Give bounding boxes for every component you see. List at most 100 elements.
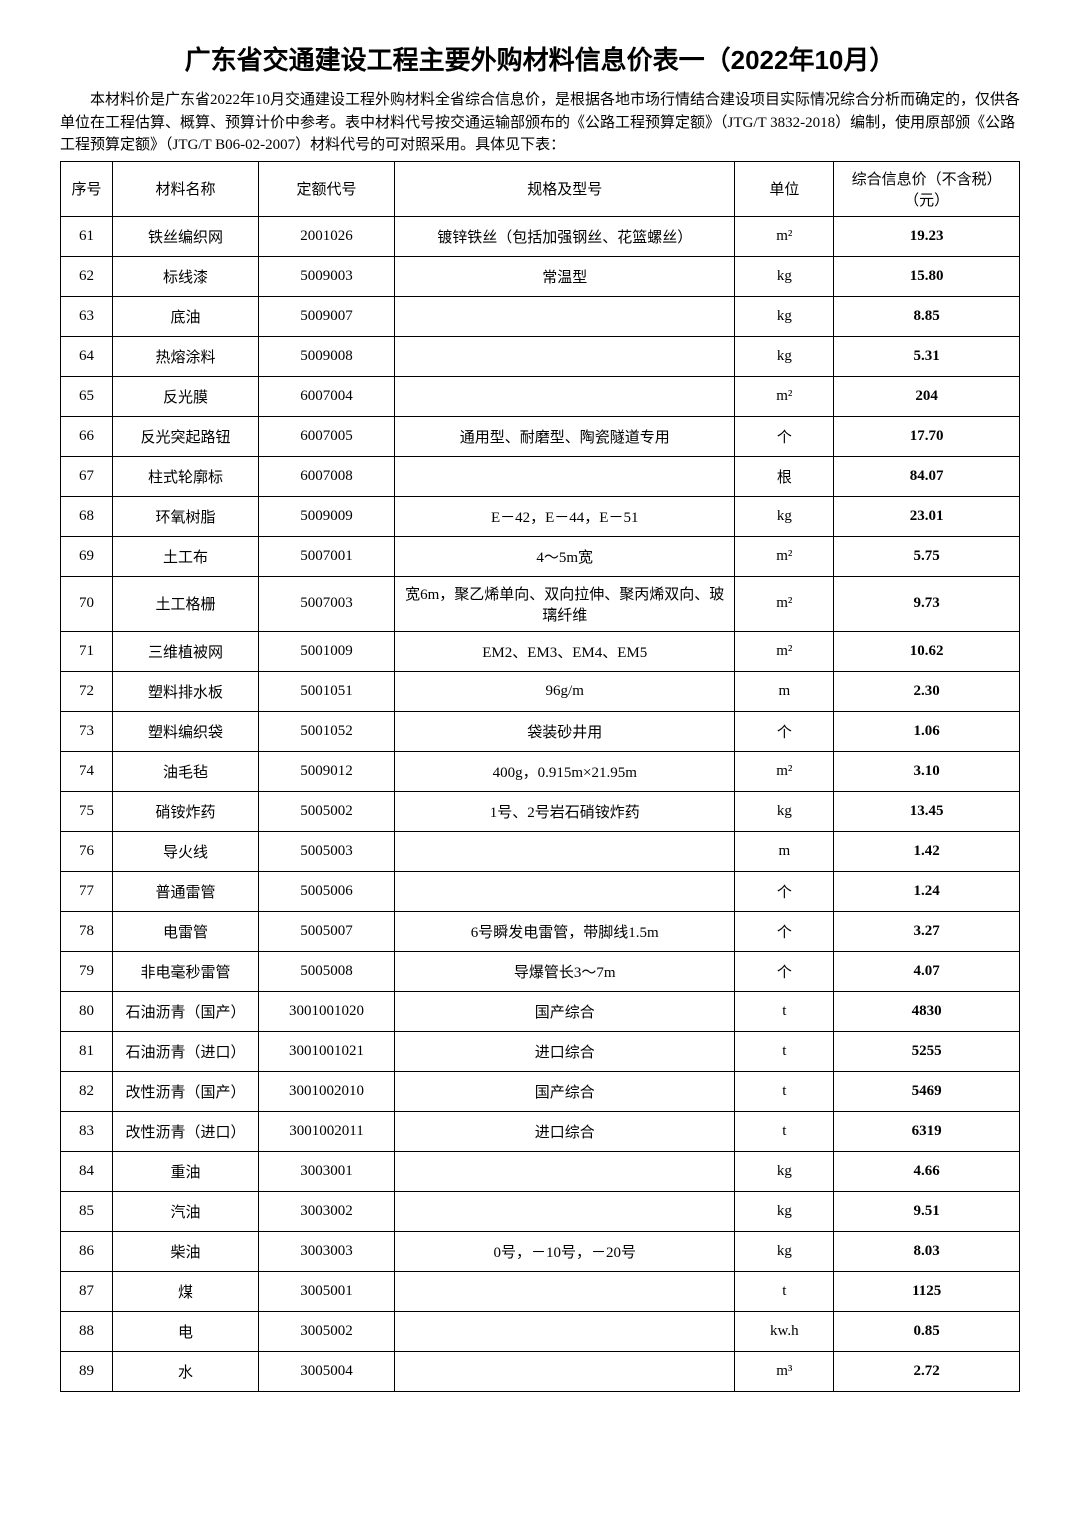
table-row: 74油毛毡5009012400g，0.915m×21.95mm²3.10: [61, 751, 1020, 791]
table-cell: [395, 871, 735, 911]
table-cell: 5005002: [258, 791, 394, 831]
table-cell: 5001009: [258, 631, 394, 671]
table-cell: 61: [61, 216, 113, 256]
table-cell: 油毛毡: [112, 751, 258, 791]
table-cell: m: [735, 831, 834, 871]
table-row: 65反光膜6007004m²204: [61, 376, 1020, 416]
table-cell: 5005006: [258, 871, 394, 911]
table-cell: [395, 336, 735, 376]
table-cell: kg: [735, 256, 834, 296]
table-cell: 5005007: [258, 911, 394, 951]
table-cell: 68: [61, 496, 113, 536]
table-cell: 85: [61, 1191, 113, 1231]
table-cell: [395, 831, 735, 871]
table-cell: [395, 376, 735, 416]
table-cell: 5009008: [258, 336, 394, 376]
table-cell: 柴油: [112, 1231, 258, 1271]
table-cell: 77: [61, 871, 113, 911]
table-cell: 标线漆: [112, 256, 258, 296]
table-cell: 89: [61, 1351, 113, 1391]
table-row: 70土工格栅5007003宽6m，聚乙烯单向、双向拉伸、聚丙烯双向、玻璃纤维m²…: [61, 576, 1020, 631]
table-cell: 硝铵炸药: [112, 791, 258, 831]
table-cell: 63: [61, 296, 113, 336]
table-cell: [395, 1151, 735, 1191]
col-header-code: 定额代号: [258, 161, 394, 216]
table-cell: t: [735, 991, 834, 1031]
table-cell: 2001026: [258, 216, 394, 256]
table-row: 79非电毫秒雷管5005008导爆管长3～7m个4.07: [61, 951, 1020, 991]
table-cell: 4.07: [834, 951, 1020, 991]
table-cell: m²: [735, 376, 834, 416]
table-cell: 5005003: [258, 831, 394, 871]
table-cell: kg: [735, 1151, 834, 1191]
table-row: 82改性沥青（国产）3001002010国产综合t5469: [61, 1071, 1020, 1111]
table-row: 83改性沥青（进口）3001002011进口综合t6319: [61, 1111, 1020, 1151]
table-cell: 3003002: [258, 1191, 394, 1231]
table-row: 88电3005002kw.h0.85: [61, 1311, 1020, 1351]
table-cell: 3001001020: [258, 991, 394, 1031]
table-cell: 6号瞬发电雷管，带脚线1.5m: [395, 911, 735, 951]
table-cell: 个: [735, 951, 834, 991]
table-cell: 进口综合: [395, 1031, 735, 1071]
table-cell: 5009007: [258, 296, 394, 336]
table-cell: 热熔涂料: [112, 336, 258, 376]
table-cell: 78: [61, 911, 113, 951]
table-cell: 15.80: [834, 256, 1020, 296]
table-cell: 反光突起路钮: [112, 416, 258, 456]
table-row: 85汽油3003002kg9.51: [61, 1191, 1020, 1231]
table-cell: 5.75: [834, 536, 1020, 576]
table-header-row: 序号 材料名称 定额代号 规格及型号 单位 综合信息价（不含税）（元）: [61, 161, 1020, 216]
table-cell: 8.85: [834, 296, 1020, 336]
table-cell: t: [735, 1271, 834, 1311]
table-cell: 62: [61, 256, 113, 296]
table-cell: 国产综合: [395, 1071, 735, 1111]
table-cell: 72: [61, 671, 113, 711]
table-cell: kg: [735, 496, 834, 536]
table-cell: 3001001021: [258, 1031, 394, 1071]
table-cell: 宽6m，聚乙烯单向、双向拉伸、聚丙烯双向、玻璃纤维: [395, 576, 735, 631]
col-header-seq: 序号: [61, 161, 113, 216]
table-cell: 水: [112, 1351, 258, 1391]
table-cell: 3.10: [834, 751, 1020, 791]
table-cell: 80: [61, 991, 113, 1031]
table-cell: 83: [61, 1111, 113, 1151]
table-cell: 8.03: [834, 1231, 1020, 1271]
table-cell: 3001002011: [258, 1111, 394, 1151]
table-cell: m²: [735, 536, 834, 576]
table-cell: 3005002: [258, 1311, 394, 1351]
table-cell: 普通雷管: [112, 871, 258, 911]
table-cell: 1号、2号岩石硝铵炸药: [395, 791, 735, 831]
table-cell: 电雷管: [112, 911, 258, 951]
table-cell: 石油沥青（国产）: [112, 991, 258, 1031]
table-cell: 塑料编织袋: [112, 711, 258, 751]
table-cell: 81: [61, 1031, 113, 1071]
table-row: 72塑料排水板500105196g/mm2.30: [61, 671, 1020, 711]
table-cell: 2.30: [834, 671, 1020, 711]
table-row: 73塑料编织袋5001052袋装砂井用个1.06: [61, 711, 1020, 751]
table-cell: [395, 1351, 735, 1391]
table-cell: 反光膜: [112, 376, 258, 416]
table-cell: 重油: [112, 1151, 258, 1191]
table-cell: 5009003: [258, 256, 394, 296]
table-cell: 塑料排水板: [112, 671, 258, 711]
table-cell: 进口综合: [395, 1111, 735, 1151]
table-cell: 4～5m宽: [395, 536, 735, 576]
table-cell: [395, 296, 735, 336]
table-row: 66反光突起路钮6007005通用型、耐磨型、陶瓷隧道专用个17.70: [61, 416, 1020, 456]
table-cell: kw.h: [735, 1311, 834, 1351]
table-cell: 6319: [834, 1111, 1020, 1151]
table-cell: 2.72: [834, 1351, 1020, 1391]
table-row: 62标线漆5009003常温型kg15.80: [61, 256, 1020, 296]
table-cell: 3003003: [258, 1231, 394, 1271]
table-cell: 70: [61, 576, 113, 631]
table-cell: 柱式轮廓标: [112, 456, 258, 496]
table-row: 89水3005004m³2.72: [61, 1351, 1020, 1391]
table-cell: 4.66: [834, 1151, 1020, 1191]
table-cell: 土工布: [112, 536, 258, 576]
table-cell: 国产综合: [395, 991, 735, 1031]
table-cell: 石油沥青（进口）: [112, 1031, 258, 1071]
table-cell: 79: [61, 951, 113, 991]
table-cell: 3003001: [258, 1151, 394, 1191]
table-row: 80石油沥青（国产）3001001020国产综合t4830: [61, 991, 1020, 1031]
table-cell: 底油: [112, 296, 258, 336]
